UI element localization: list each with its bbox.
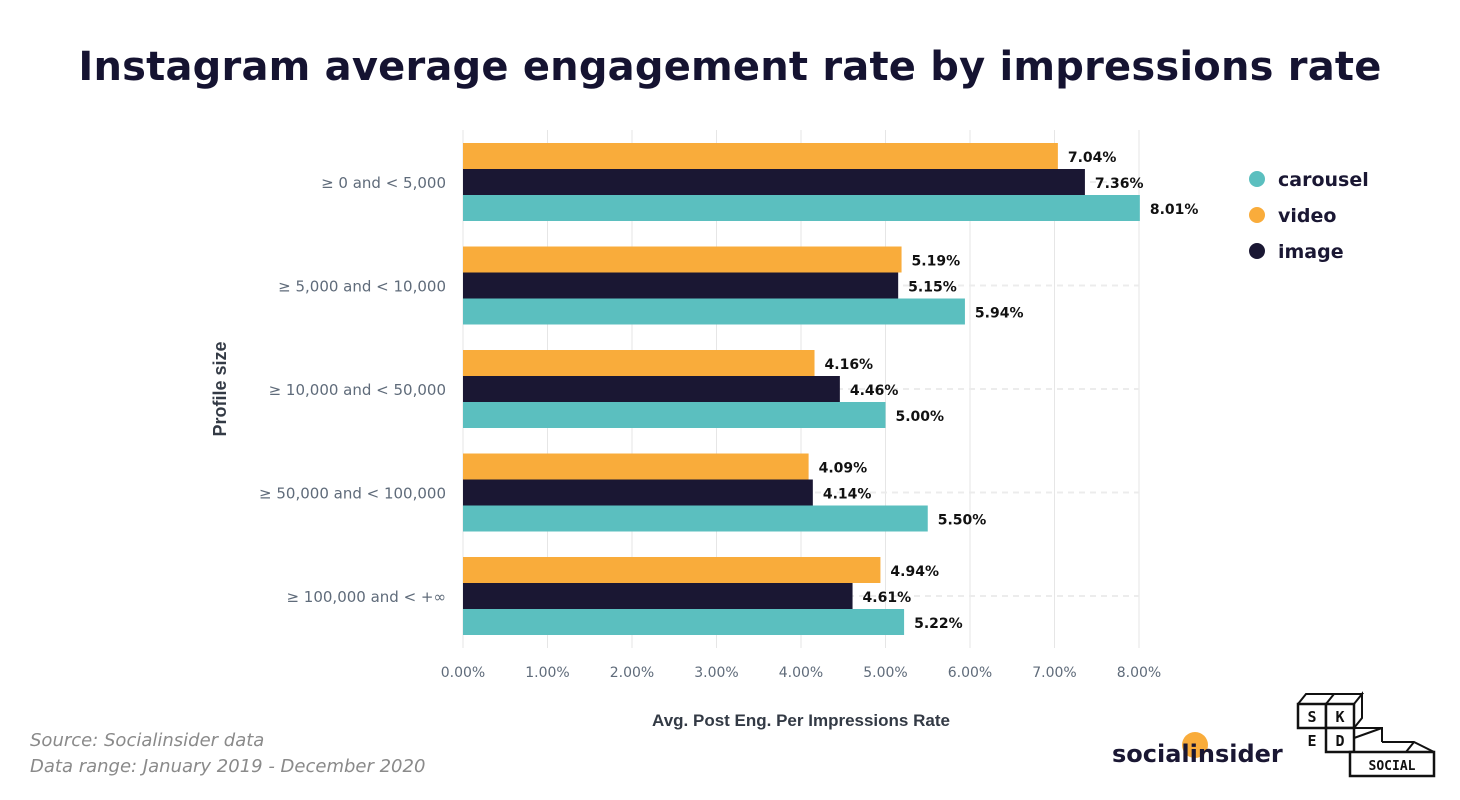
legend-swatch-image — [1249, 243, 1265, 259]
bar-image — [463, 479, 813, 506]
sked-social-logo: S K E D SOCIAL — [1296, 691, 1436, 778]
x-tick-label: 1.00% — [525, 665, 569, 681]
data-label-image: 5.15% — [908, 280, 957, 296]
data-label-image: 4.61% — [863, 590, 912, 606]
legend-label-image: image — [1278, 241, 1344, 263]
data-label-carousel: 5.50% — [938, 513, 987, 529]
bar-image — [463, 272, 899, 299]
y-tick-label: ≥ 10,000 and < 50,000 — [269, 381, 446, 399]
data-label-carousel: 8.01% — [1150, 202, 1199, 218]
bar-carousel — [463, 402, 886, 428]
bar-video — [463, 246, 902, 273]
data-label-video: 5.19% — [912, 254, 961, 270]
bar-video — [463, 143, 1058, 169]
data-label-video: 4.09% — [819, 461, 868, 477]
legend-swatch-video — [1249, 207, 1265, 223]
data-label-video: 4.94% — [890, 564, 939, 580]
bar-image — [463, 583, 853, 609]
x-tick-label: 2.00% — [610, 665, 654, 681]
data-label-image: 4.46% — [850, 383, 899, 399]
socialinsider-logo: socialinsider — [1112, 740, 1283, 768]
bar-image — [463, 169, 1085, 195]
bar-carousel — [463, 298, 965, 325]
bar-video — [463, 453, 809, 480]
x-tick-label: 8.00% — [1117, 665, 1161, 681]
bar-video — [463, 557, 881, 583]
socialinsider-logo-dot — [1182, 732, 1208, 758]
data-label-carousel: 5.22% — [914, 616, 963, 632]
y-tick-label: ≥ 50,000 and < 100,000 — [259, 485, 446, 503]
legend-label-video: video — [1278, 205, 1336, 227]
y-tick-label: ≥ 0 and < 5,000 — [321, 174, 446, 192]
x-tick-label: 6.00% — [948, 665, 992, 681]
x-axis-title: Avg. Post Eng. Per Impressions Rate — [652, 711, 950, 730]
data-label-carousel: 5.94% — [975, 306, 1024, 322]
source-note: Source: Socialinsider data — [30, 730, 265, 751]
sked-letter-d: D — [1335, 732, 1344, 750]
data-label-carousel: 5.00% — [896, 409, 945, 425]
x-tick-label: 0.00% — [441, 665, 485, 681]
y-tick-label: ≥ 100,000 and < +∞ — [286, 588, 446, 606]
legend-swatch-carousel — [1249, 171, 1265, 187]
bar-carousel — [463, 609, 905, 635]
y-axis-title: Profile size — [210, 341, 230, 436]
legend-label-carousel: carousel — [1278, 169, 1369, 191]
bar-image — [463, 376, 840, 402]
data-label-video: 4.16% — [825, 357, 874, 373]
sked-word-social: SOCIAL — [1369, 759, 1416, 774]
x-tick-label: 7.00% — [1032, 665, 1076, 681]
y-tick-label: ≥ 5,000 and < 10,000 — [278, 278, 446, 296]
x-tick-label: 3.00% — [694, 665, 738, 681]
data-label-image: 4.14% — [823, 487, 872, 503]
x-tick-label: 5.00% — [863, 665, 907, 681]
data-label-image: 7.36% — [1095, 176, 1144, 192]
chart-title: Instagram average engagement rate by imp… — [78, 44, 1382, 90]
date-range-note: Data range: January 2019 - December 2020 — [30, 756, 426, 777]
bar-carousel — [463, 505, 928, 532]
sked-letter-e: E — [1307, 732, 1316, 750]
sked-letter-s: S — [1307, 708, 1316, 726]
x-tick-label: 4.00% — [779, 665, 823, 681]
data-label-video: 7.04% — [1068, 150, 1117, 166]
bar-carousel — [463, 195, 1140, 221]
bar-video — [463, 350, 815, 376]
sked-letter-k: K — [1335, 708, 1344, 726]
